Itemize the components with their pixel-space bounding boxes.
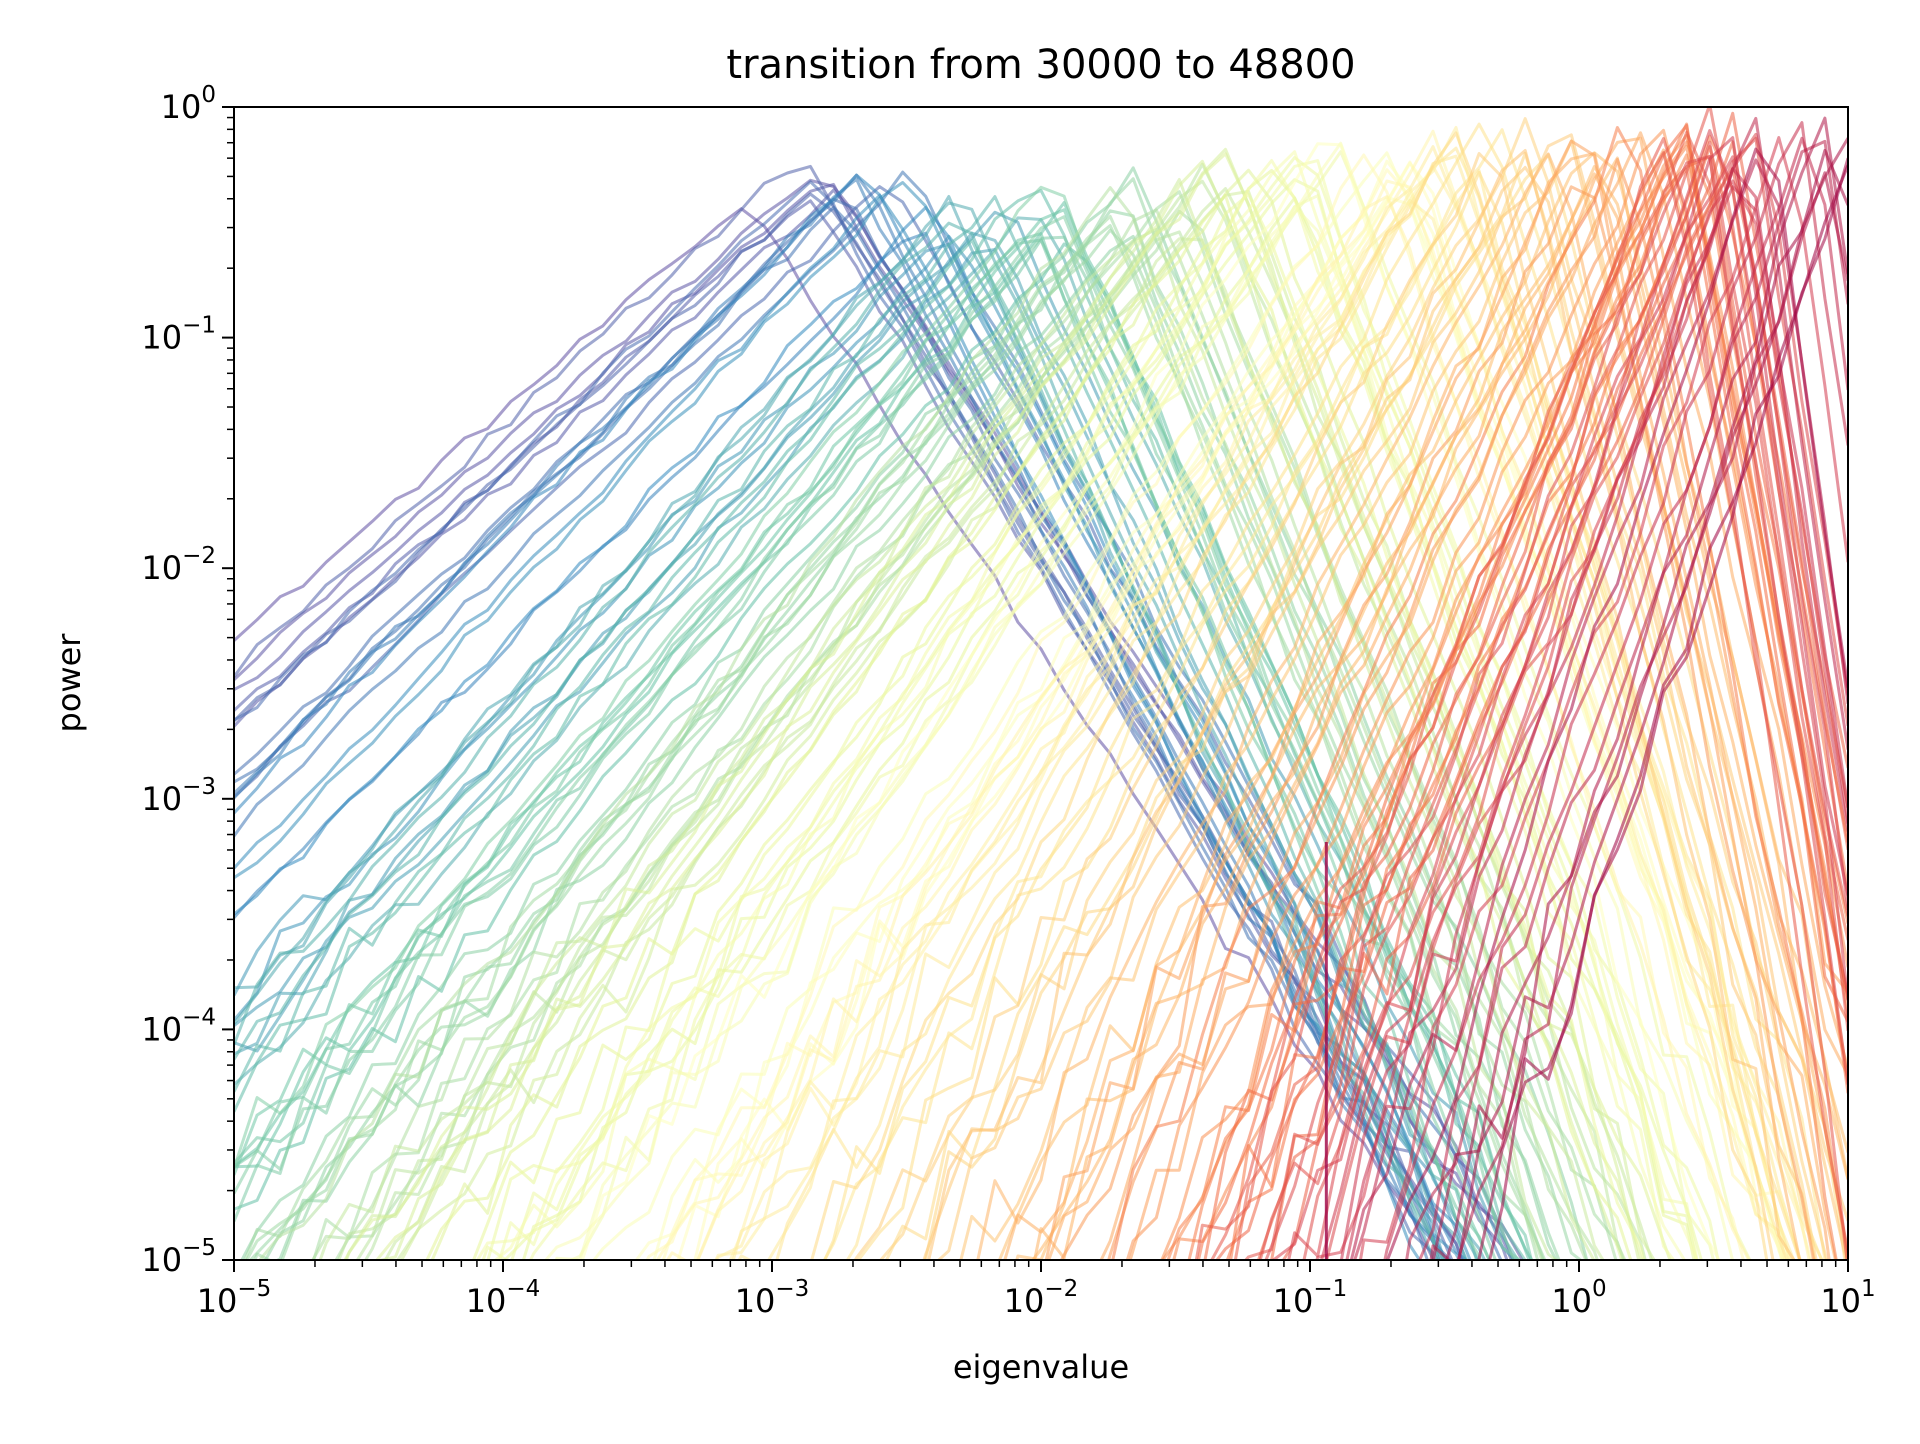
series-line: [543, 141, 1735, 1260]
y-tick-label: 10−3: [141, 774, 216, 818]
series-line: [810, 131, 1769, 1260]
series-line: [1431, 116, 1848, 1260]
x-tick-label: 10−2: [1004, 1276, 1079, 1320]
x-tick-label: 10−1: [1273, 1276, 1348, 1320]
series-line: [1125, 128, 1848, 1260]
y-tick-label: 10−4: [141, 1004, 216, 1048]
series-line: [234, 185, 1523, 1260]
series-line: [1417, 136, 1848, 1260]
series-line: [845, 128, 1833, 1260]
series-line: [1457, 137, 1848, 1260]
series-line: [243, 214, 1540, 1260]
series-line: [1445, 148, 1848, 1260]
y-tick-label: 100: [161, 82, 216, 126]
series-line: [493, 150, 1699, 1260]
y-axis-label: power: [50, 633, 88, 733]
series-line: [714, 198, 1787, 1260]
series-lines: [234, 107, 1848, 1260]
y-tick-label: 10−1: [141, 313, 216, 357]
series-line: [1385, 147, 1848, 1260]
series-line: [1477, 157, 1848, 1260]
series-line: [253, 228, 1545, 1260]
series-line: [1320, 136, 1848, 1260]
series-line: [318, 227, 1559, 1260]
series-line: [1107, 158, 1848, 1260]
series-line: [1264, 154, 1848, 1260]
x-tick-label: 100: [1551, 1276, 1606, 1320]
series-line: [1243, 107, 1848, 1260]
series-line: [1196, 167, 1848, 1260]
series-line: [234, 193, 1422, 1260]
chart-title: transition from 30000 to 48800: [726, 42, 1355, 88]
series-line: [234, 221, 1446, 1260]
series-line: [737, 154, 1792, 1260]
x-axis-label: eigenvalue: [953, 1348, 1129, 1386]
x-tick-label: 10−4: [466, 1276, 541, 1320]
x-tick-label: 10−3: [735, 1276, 810, 1320]
series-line: [1345, 167, 1848, 1260]
series-line: [592, 151, 1785, 1260]
series-line: [555, 142, 1721, 1260]
series-line: [775, 146, 1789, 1260]
series-line: [475, 159, 1676, 1260]
series-line: [715, 126, 1824, 1260]
series-line: [1160, 133, 1848, 1260]
series-line: [976, 152, 1802, 1260]
x-axis: 10−5 10−4 10−3 10−2 10−1 100 101: [197, 1260, 1876, 1320]
series-line: [234, 206, 1472, 1260]
series-line: [1044, 139, 1831, 1260]
series-line: [234, 201, 1469, 1260]
y-tick-label: 10−2: [141, 543, 216, 587]
series-line: [645, 153, 1745, 1260]
series-line: [655, 179, 1784, 1260]
series-line: [343, 159, 1624, 1260]
series-line: [234, 242, 1531, 1260]
series-line: [878, 117, 1829, 1260]
series-line: [1405, 139, 1848, 1260]
series-line: [344, 178, 1596, 1260]
series-line: [922, 165, 1817, 1260]
y-axis: 10−5 10−4 10−3 10−2 10−1 100: [141, 82, 234, 1279]
series-line: [1339, 185, 1848, 1260]
series-line: [1258, 140, 1848, 1260]
series-line: [1353, 116, 1848, 1260]
series-line: [1488, 164, 1848, 1260]
x-tick-label: 10−5: [197, 1276, 272, 1320]
series-line: [234, 197, 1453, 1260]
x-tick-label: 101: [1820, 1276, 1875, 1320]
series-line: [822, 169, 1802, 1260]
y-tick-label: 10−5: [141, 1235, 216, 1279]
series-line: [430, 168, 1672, 1260]
series-line: [1030, 156, 1848, 1260]
series-line: [311, 208, 1588, 1260]
series-line: [1215, 155, 1848, 1260]
series-line: [1166, 140, 1848, 1260]
series-line: [1349, 158, 1848, 1260]
series-line: [1003, 151, 1837, 1260]
series-line: [1111, 126, 1838, 1260]
series-line: [374, 152, 1644, 1260]
series-line: [234, 238, 1482, 1260]
series-line: [1059, 185, 1816, 1260]
series-line: [1383, 121, 1848, 1260]
series-line: [1325, 132, 1848, 1260]
